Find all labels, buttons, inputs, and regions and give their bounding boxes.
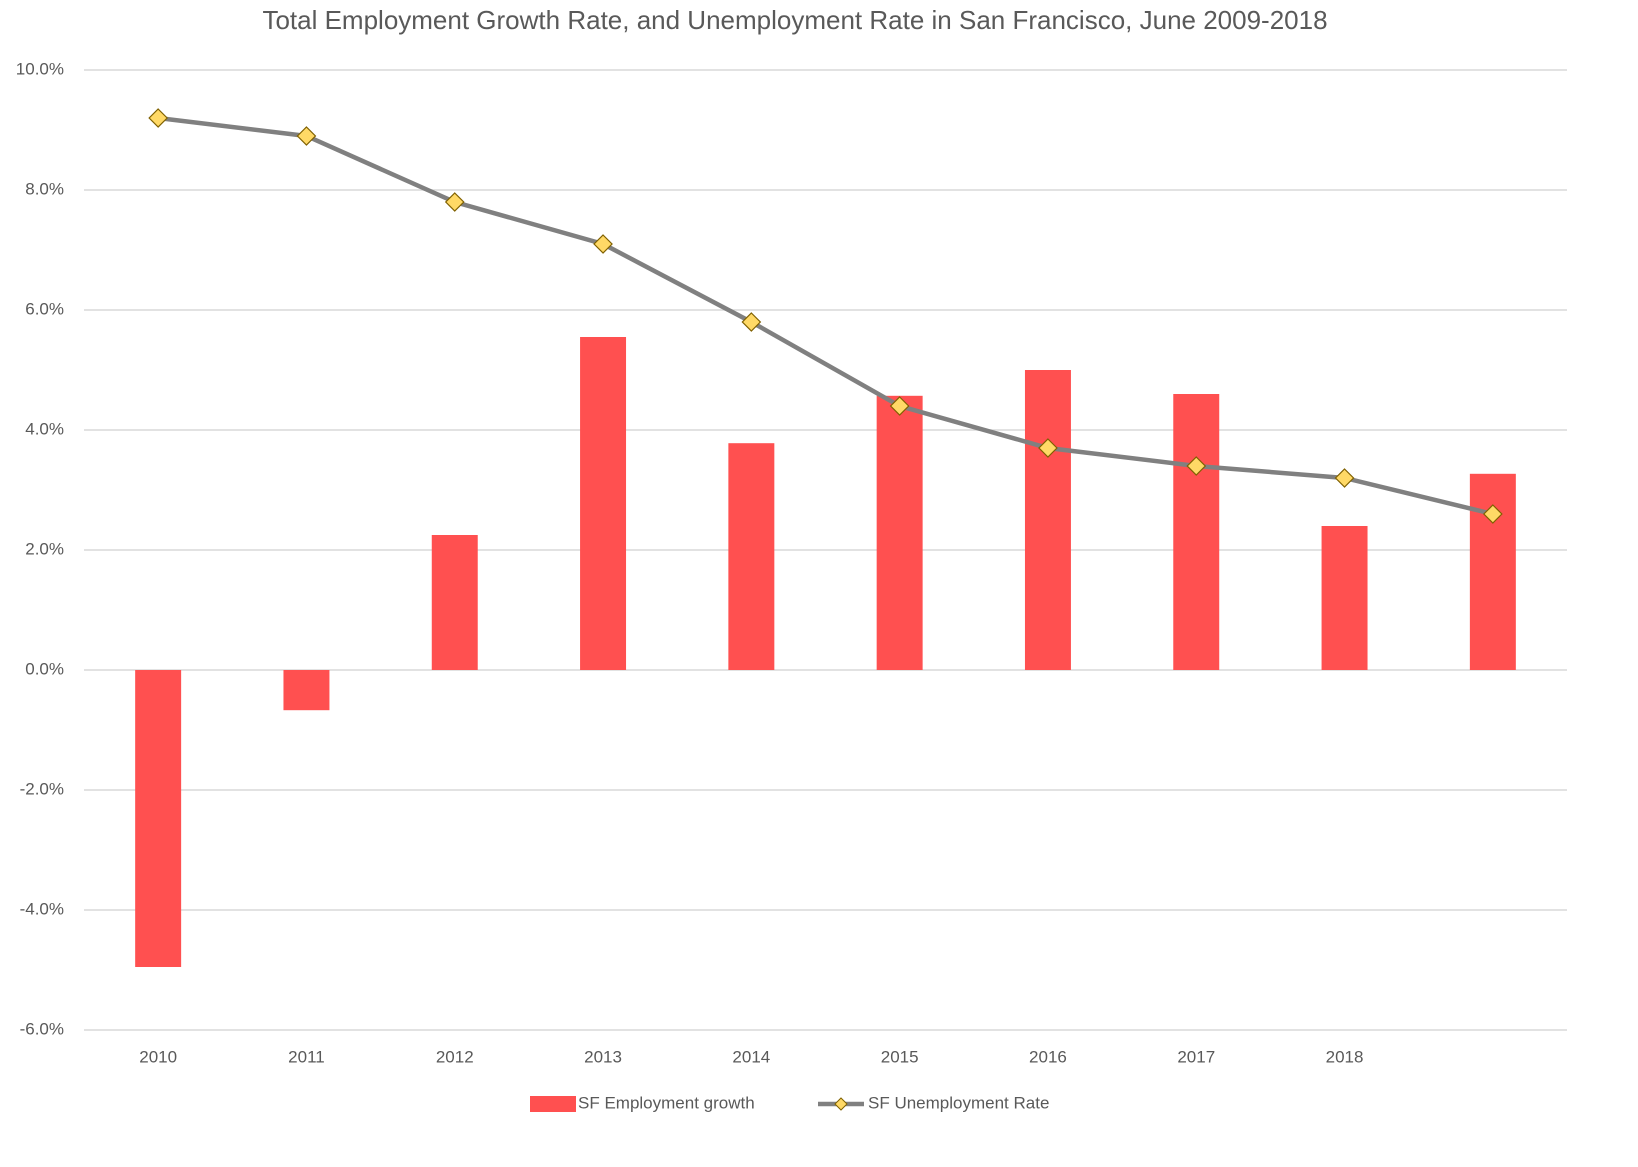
bar xyxy=(431,535,478,670)
y-tick-label: 2.0% xyxy=(25,539,64,558)
x-tick-label: 2010 xyxy=(139,1047,177,1066)
y-tick-label: -2.0% xyxy=(20,779,64,798)
x-tick-label: 2013 xyxy=(584,1047,622,1066)
x-tick-label: 2011 xyxy=(288,1047,325,1066)
y-tick-label: -4.0% xyxy=(20,899,64,918)
legend-swatch xyxy=(530,1096,576,1112)
legend-swatch xyxy=(834,1097,848,1111)
x-tick-label: 2016 xyxy=(1029,1047,1067,1066)
marker xyxy=(444,192,465,212)
y-tick-label: 8.0% xyxy=(25,179,64,198)
y-tick-label: 4.0% xyxy=(25,419,64,438)
marker xyxy=(593,234,613,254)
bar xyxy=(1321,526,1368,670)
x-tick-label: 2017 xyxy=(1177,1047,1215,1066)
x-tick-label: 2015 xyxy=(881,1047,919,1066)
y-tick-label: 10.0% xyxy=(16,59,64,78)
bar xyxy=(1469,473,1516,670)
y-tick-label: 0.0% xyxy=(25,659,64,678)
marker xyxy=(889,396,910,416)
legend-label: SF Employment growth xyxy=(578,1093,755,1112)
bar xyxy=(283,670,330,711)
x-tick-label: 2012 xyxy=(436,1047,474,1066)
bar xyxy=(1024,370,1071,670)
bar xyxy=(580,337,627,670)
marker xyxy=(1483,504,1503,524)
bar xyxy=(135,670,182,967)
marker xyxy=(148,108,168,128)
bar xyxy=(876,395,923,670)
line xyxy=(157,115,1494,517)
marker xyxy=(1334,468,1355,488)
bar xyxy=(728,443,775,670)
marker xyxy=(1186,456,1207,476)
chart-title: Total Employment Growth Rate, and Unempl… xyxy=(262,5,1327,35)
marker xyxy=(296,126,317,146)
marker xyxy=(1038,438,1058,458)
x-tick-label: 2014 xyxy=(732,1047,770,1066)
y-tick-label: 6.0% xyxy=(25,299,64,318)
marker xyxy=(741,312,762,332)
y-tick-label: -6.0% xyxy=(20,1019,64,1038)
x-tick-label: 2018 xyxy=(1326,1047,1364,1066)
legend-label: SF Unemployment Rate xyxy=(868,1093,1049,1112)
bar xyxy=(1173,394,1220,670)
